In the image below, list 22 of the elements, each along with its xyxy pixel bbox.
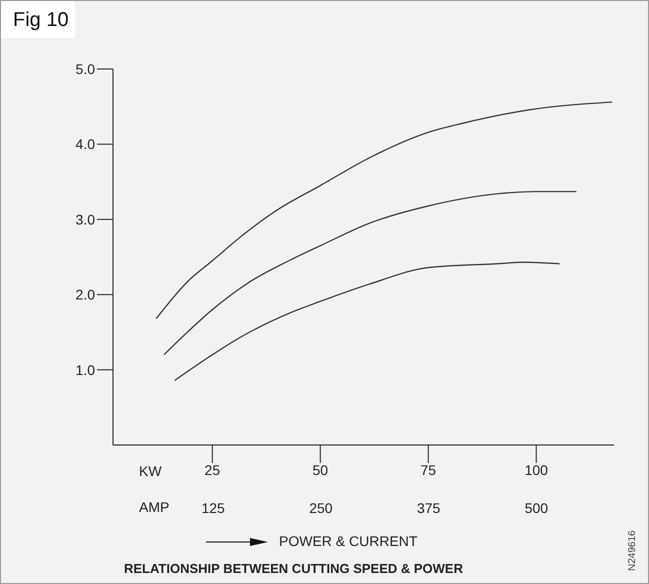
x-tick-label: 50 <box>312 462 328 478</box>
y-tick-label: 3.0 <box>76 211 96 228</box>
line-series <box>163 190 578 356</box>
x2-tick-label: 250 <box>309 500 333 516</box>
x-axis-title: KW <box>139 463 162 479</box>
x-tick-label: 25 <box>204 462 220 478</box>
line-series <box>156 101 613 320</box>
line-series <box>174 262 560 381</box>
y-tick-label: 2.0 <box>76 286 96 303</box>
text: POWER & CURRENT <box>279 533 418 549</box>
y-tick-label: 1.0 <box>76 362 96 378</box>
x2-tick-label: 375 <box>416 500 441 516</box>
text: RELATIONSHIP BETWEEN CUTTING SPEED & POWER <box>124 561 463 576</box>
x-tick-label: 100 <box>524 462 548 478</box>
x-tick-label: 75 <box>420 462 436 478</box>
y-tick-label: 4.0 <box>76 136 96 152</box>
y-tick-label: 5.0 <box>76 60 96 77</box>
text: N249616 <box>627 530 638 571</box>
x2-tick-label: 125 <box>201 500 226 516</box>
x2-tick-label: 500 <box>524 500 548 516</box>
x2-axis-title: AMP <box>139 499 170 515</box>
chart-title: Fig 10 <box>1 1 75 38</box>
